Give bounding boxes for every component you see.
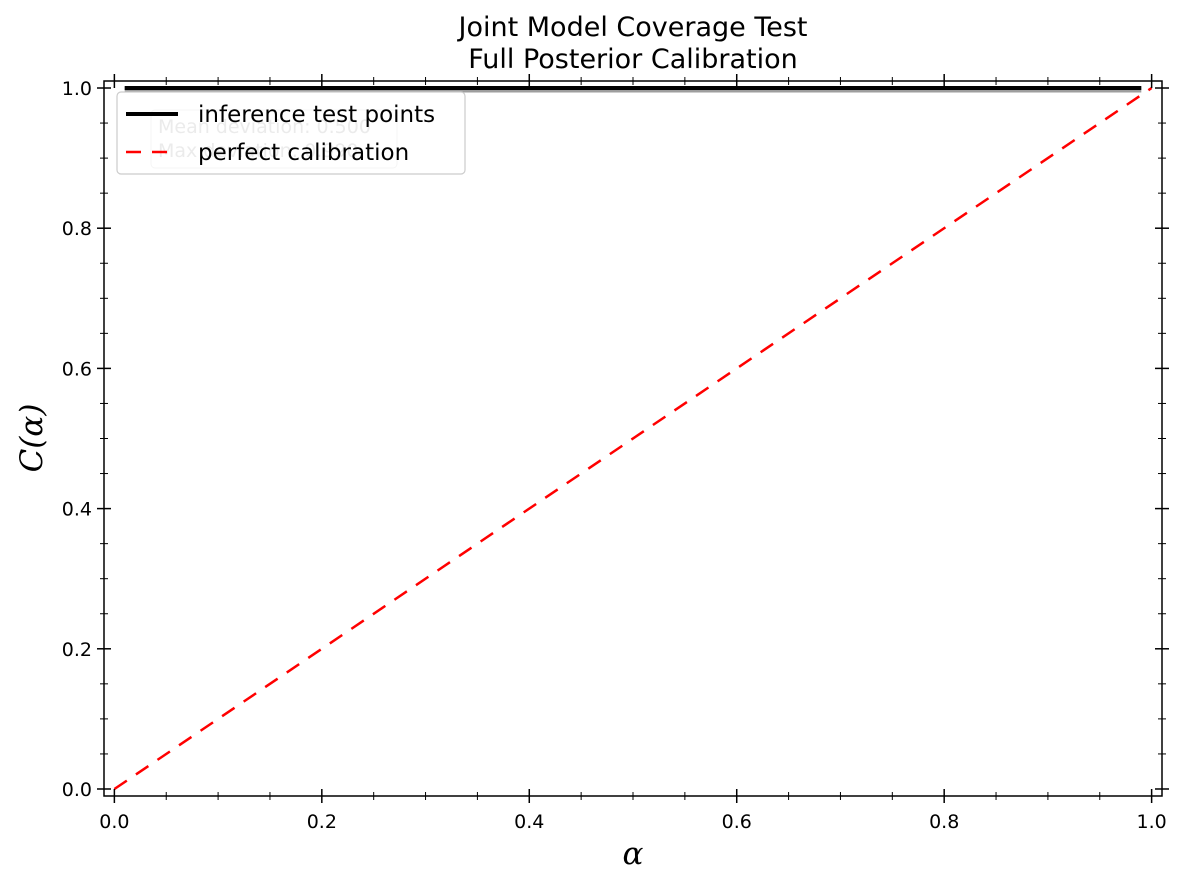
y-tick-label: 0.4 [62,499,92,521]
series-line-calibration [113,86,1153,791]
legend: inference test points perfect calibration [116,91,466,175]
chart-subtitle: Full Posterior Calibration [468,44,798,75]
chart-title: Joint Model Coverage Test [456,12,807,43]
y-axis-label: C(α) [14,404,50,473]
axes: 0.0 0.2 0.4 0.6 0.8 1.0 0.0 0.2 0.4 0.6 0.8 1.0 [62,74,1169,833]
x-tick-label: 0.0 [99,811,129,833]
x-tick-label: 0.2 [307,811,337,833]
legend-box [116,91,466,175]
x-tick-label: 0.8 [929,811,959,833]
x-tick-label: 0.6 [722,811,752,833]
legend-label: inference test points [198,102,435,128]
plot-data [113,86,1153,791]
y-tick-label: 1.0 [62,78,92,100]
y-tick-label: 0.2 [62,639,92,661]
legend-label: perfect calibration [198,140,409,166]
x-axis-label: α [623,836,644,872]
x-tick-label: 1.0 [1137,811,1167,833]
x-tick-label: 0.4 [514,811,544,833]
y-tick-label: 0.6 [62,358,92,380]
y-tick-label: 0.8 [62,218,92,240]
y-tick-label: 0.0 [62,779,92,801]
